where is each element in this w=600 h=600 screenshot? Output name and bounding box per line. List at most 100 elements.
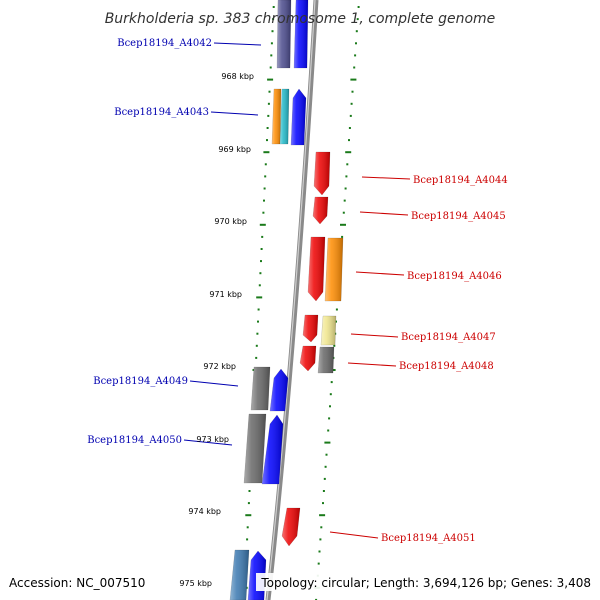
tick-label-972: 972 kbp xyxy=(203,362,236,371)
ruler-dot xyxy=(267,102,270,105)
ruler-dot xyxy=(263,199,265,202)
gene-label-a4051[interactable]: Bcep18194_A4051 xyxy=(381,533,476,544)
ruler-dot xyxy=(257,320,259,323)
ruler-dot xyxy=(322,502,324,505)
ruler-dot xyxy=(357,6,360,8)
tick-label-971: 971 kbp xyxy=(209,290,242,299)
gene-bcep18194-a4049[interactable] xyxy=(250,366,289,412)
ruler-dot xyxy=(260,260,262,263)
ruler-dot xyxy=(246,538,249,541)
gene-bcep18194-a4043[interactable] xyxy=(271,88,307,146)
gene-shading xyxy=(282,508,300,546)
gene-label-a4048[interactable]: Bcep18194_A4048 xyxy=(399,361,494,372)
gene-shading xyxy=(270,369,288,411)
ruler-dot xyxy=(269,66,272,69)
ruler-tick xyxy=(345,151,352,154)
leader-line-a4050 xyxy=(183,439,233,446)
ruler-dot xyxy=(329,405,331,408)
gene-shading xyxy=(230,550,249,600)
topology-text-backdrop xyxy=(256,573,592,591)
position-tick-labels: 968 kbp 969 kbp 970 kbp 971 kbp 972 kbp … xyxy=(179,72,254,588)
ruler-dot xyxy=(349,114,352,117)
leader-line-a4042 xyxy=(213,42,262,46)
gene-labels: Bcep18194_A4042 Bcep18194_A4043 Bcep1819… xyxy=(87,38,508,544)
gene-label-a4046[interactable]: Bcep18194_A4046 xyxy=(407,271,502,282)
gene-bcep18194-a4048[interactable] xyxy=(299,345,335,374)
topology-text: Topology: circular; Length: 3,694,126 bp… xyxy=(260,576,591,590)
tick-label-969: 969 kbp xyxy=(218,145,251,154)
ruler-dot xyxy=(248,490,251,492)
gene-bcep18194-a4051[interactable] xyxy=(281,507,301,547)
gene-shading xyxy=(294,0,308,68)
ruler-dot xyxy=(258,284,261,287)
ruler-dot xyxy=(350,102,353,105)
gene-label-a4045[interactable]: Bcep18194_A4045 xyxy=(411,211,506,222)
ruler-dot xyxy=(322,490,325,492)
ruler-dot xyxy=(264,163,267,166)
ruler-dot xyxy=(348,139,350,142)
ruler-tick xyxy=(263,151,270,154)
gene-bcep18194-a4047[interactable] xyxy=(302,314,337,346)
tick-label-974: 974 kbp xyxy=(188,507,221,516)
gene-shading xyxy=(280,89,289,144)
gene-shading xyxy=(308,237,325,301)
gene-shading xyxy=(300,346,316,371)
ruler-dot xyxy=(355,30,358,33)
gene-shading xyxy=(303,315,318,342)
ruler-dot xyxy=(266,127,269,129)
ruler-dot xyxy=(262,211,265,214)
gene-shading xyxy=(291,89,306,145)
ruler-dot xyxy=(261,235,264,238)
ruler-dot xyxy=(246,526,249,529)
tick-label-968: 968 kbp xyxy=(221,72,254,81)
ruler-tick xyxy=(267,78,274,81)
gene-shading xyxy=(313,197,328,224)
ruler-dot xyxy=(325,453,328,456)
ruler-dot xyxy=(335,320,337,323)
map-title: Burkholderia sp. 383 chromosome 1, compl… xyxy=(105,11,496,27)
gene-shading xyxy=(272,89,281,144)
ruler-tick xyxy=(340,223,346,226)
ruler-dot xyxy=(330,381,333,384)
ruler-dot xyxy=(342,211,345,214)
gene-bcep18194-a4045[interactable] xyxy=(312,196,329,225)
ruler-tick xyxy=(259,223,266,226)
ruler-dot xyxy=(351,90,354,93)
gene-label-a4044[interactable]: Bcep18194_A4044 xyxy=(413,175,508,186)
ruler-dot xyxy=(344,187,347,190)
gene-shading xyxy=(251,367,270,410)
gene-label-a4042[interactable]: Bcep18194_A4042 xyxy=(117,38,212,49)
gene-label-a4050[interactable]: Bcep18194_A4050 xyxy=(87,435,182,446)
ruler-dot xyxy=(354,54,357,57)
gene-bcep18194-a4042[interactable] xyxy=(276,0,309,69)
leader-line-a4044 xyxy=(361,176,411,180)
leader-line-a4048 xyxy=(347,362,397,367)
gene-leader-lines xyxy=(183,42,411,539)
gene-shading xyxy=(277,0,291,68)
ruler-dot xyxy=(317,562,320,565)
ruler-tick xyxy=(256,296,263,299)
gene-label-a4049[interactable]: Bcep18194_A4049 xyxy=(93,376,188,387)
ruler-dot xyxy=(327,429,330,432)
leader-line-a4051 xyxy=(329,531,379,539)
ruler-dot xyxy=(263,187,266,190)
ruler-tick xyxy=(319,514,326,517)
ruler-dot xyxy=(341,235,344,238)
gene-shading xyxy=(321,316,336,345)
tick-label-970: 970 kbp xyxy=(214,217,247,226)
gene-bcep18194-a4044[interactable] xyxy=(313,151,331,196)
gene-bcep18194-a4050[interactable] xyxy=(243,413,284,485)
ruler-dot xyxy=(328,417,331,420)
tick-label-975: 975 kbp xyxy=(179,579,212,588)
ruler-dot xyxy=(267,114,270,117)
ruler-dot xyxy=(319,538,322,541)
ruler-dot xyxy=(272,18,275,21)
gene-shading xyxy=(244,414,266,483)
gene-label-a4043[interactable]: Bcep18194_A4043 xyxy=(114,107,209,118)
gene-bcep18194-a4046[interactable] xyxy=(307,236,344,302)
gene-label-a4047[interactable]: Bcep18194_A4047 xyxy=(401,332,496,343)
gene-shading xyxy=(325,238,343,301)
ruler-dot xyxy=(272,6,275,8)
ruler-dot xyxy=(355,42,357,45)
